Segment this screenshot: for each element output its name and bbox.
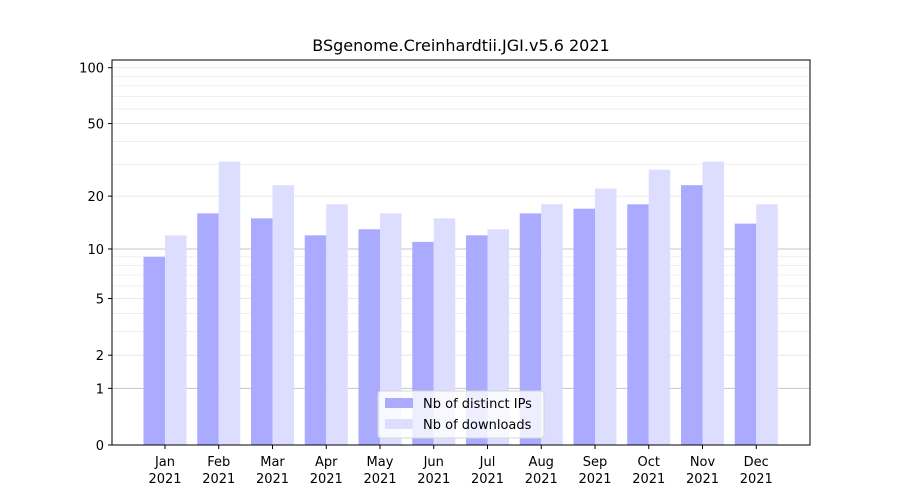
bar-downloads (702, 161, 724, 445)
x-tick-label: Jul 2021 (471, 455, 504, 487)
plot-frame (111, 59, 811, 446)
x-tick-year: 2021 (632, 472, 665, 487)
bar-distinct-ips (681, 185, 703, 445)
legend-label: Nb of downloads (423, 418, 532, 433)
x-tick-label: Sep 2021 (578, 455, 611, 487)
bar-distinct-ips (197, 213, 219, 445)
x-tick-year: 2021 (578, 472, 611, 487)
x-tick-year: 2021 (525, 472, 558, 487)
x-tick-label: May 2021 (363, 455, 396, 487)
bar-downloads (433, 218, 456, 445)
x-tick-year: 2021 (202, 472, 235, 487)
bar-distinct-ips (519, 213, 542, 445)
x-tick-label: Apr 2021 (310, 455, 343, 487)
x-axis: Jan 2021 Feb 2021 Mar 2021 Apr 2021 May 2021 Jun 20… (148, 445, 773, 487)
chart-title: BSgenome.Creinhardtii.JGI.v5.6 2021 (312, 36, 609, 55)
x-tick-month: Jun (423, 455, 444, 470)
bar-downloads (218, 161, 241, 445)
y-axis: 0 1 2 5 10 20 50 100 (79, 62, 112, 454)
bar-downloads (541, 204, 563, 445)
bar-downloads (648, 169, 671, 445)
x-tick-month: Mar (260, 455, 285, 470)
y-tick-label: 1 (96, 382, 104, 397)
x-tick-year: 2021 (256, 472, 289, 487)
bars (143, 161, 778, 445)
bar-downloads (756, 204, 778, 445)
x-tick-month: Feb (207, 455, 230, 470)
x-tick-year: 2021 (417, 472, 450, 487)
x-tick-label: Feb 2021 (202, 455, 235, 487)
x-tick-month: Jul (479, 455, 496, 470)
y-tick-label: 10 (87, 243, 104, 258)
x-tick-label: Jan 2021 (148, 455, 181, 487)
bar-distinct-ips (573, 208, 595, 445)
x-tick-month: May (367, 455, 394, 470)
x-tick-year: 2021 (363, 472, 396, 487)
x-tick-label: Oct 2021 (632, 455, 665, 487)
bar-downloads (595, 188, 617, 445)
x-tick-year: 2021 (686, 472, 719, 487)
bar-distinct-ips (627, 204, 649, 445)
bar-distinct-ips (358, 229, 380, 445)
bar-downloads (326, 204, 348, 445)
x-tick-label: Dec 2021 (740, 455, 773, 487)
y-tick-label: 100 (79, 62, 104, 77)
x-tick-month: Aug (529, 455, 554, 470)
y-tick-label: 0 (96, 439, 104, 454)
x-tick-label: Nov 2021 (686, 455, 719, 487)
y-tick-label: 50 (87, 118, 104, 133)
x-tick-month: Jan (154, 455, 175, 470)
bar-distinct-ips (304, 235, 327, 445)
x-tick-label: Aug 2021 (525, 455, 558, 487)
bar-distinct-ips (734, 223, 757, 445)
x-tick-year: 2021 (148, 472, 181, 487)
x-tick-month: Sep (583, 455, 608, 470)
x-tick-year: 2021 (740, 472, 773, 487)
y-tick-label: 5 (96, 293, 104, 308)
bar-downloads (272, 185, 294, 445)
y-tick-label: 2 (96, 349, 104, 364)
x-tick-month: Oct (638, 455, 660, 470)
bar-downloads (165, 235, 187, 445)
x-tick-month: Dec (744, 455, 769, 470)
y-tick-label: 20 (87, 190, 104, 205)
legend-label: Nb of distinct IPs (423, 397, 532, 412)
legend-swatch (385, 419, 413, 429)
legend-box (377, 390, 545, 439)
legend: Nb of distinct IPs Nb of downloads (377, 390, 545, 439)
bar-downloads (380, 213, 402, 445)
legend-swatch (385, 398, 413, 408)
bar-distinct-ips (251, 218, 273, 445)
bar-distinct-ips (143, 256, 165, 445)
x-tick-label: Mar 2021 (256, 455, 289, 487)
x-tick-year: 2021 (310, 472, 343, 487)
x-tick-month: Nov (690, 455, 716, 470)
x-tick-month: Apr (315, 455, 338, 470)
x-tick-year: 2021 (471, 472, 504, 487)
x-tick-label: Jun 2021 (417, 455, 450, 487)
